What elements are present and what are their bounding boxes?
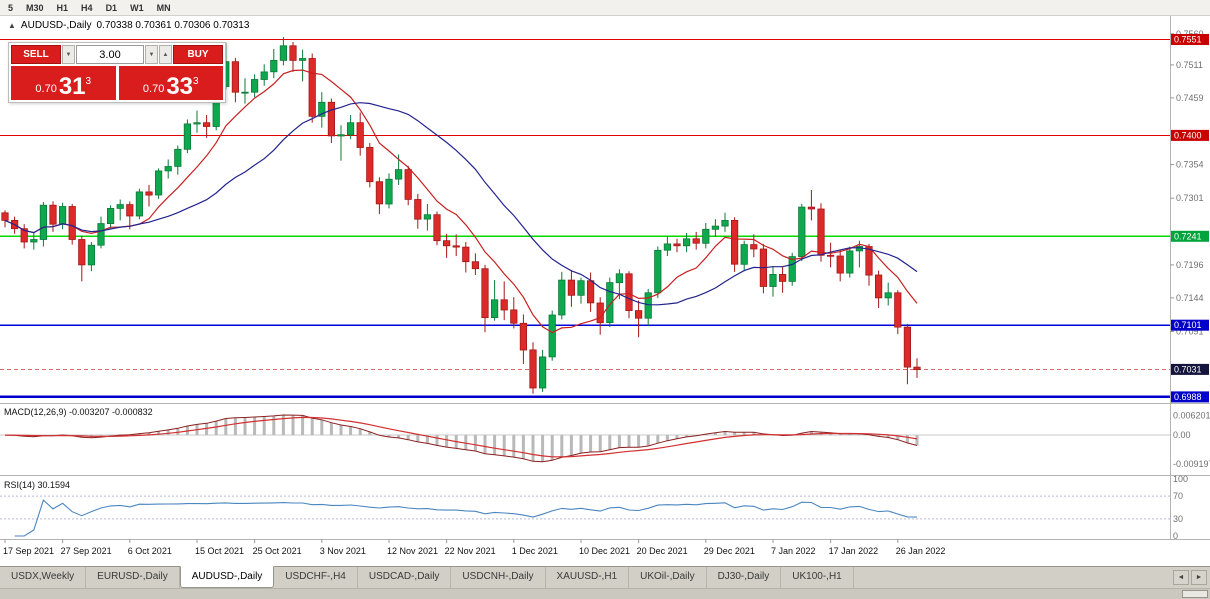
tab-usdx-weekly[interactable]: USDX,Weekly: [0, 567, 87, 588]
timeframe-mn[interactable]: MN: [152, 2, 176, 14]
svg-text:0.7560: 0.7560: [1176, 29, 1204, 39]
macd-signal-line: [4, 416, 918, 458]
tab-ukoil-daily[interactable]: UKOil-,Daily: [629, 567, 707, 588]
buy-price-button[interactable]: 0.70 33 3: [118, 66, 223, 100]
svg-text:0.006201: 0.006201: [1173, 411, 1210, 421]
volume-increase-button[interactable]: ▲: [159, 45, 172, 64]
price-axis: 0.7560 0.7511 0.7459 0.7354 0.7301 0.7196 0.71…: [1170, 29, 1209, 403]
price-chart-svg: 0.7560 0.7511 0.7459 0.7354 0.7301 0.7196 0.71…: [0, 16, 1210, 556]
tab-scroll-controls: ◄ ►: [1173, 570, 1207, 585]
svg-text:3 Nov 2021: 3 Nov 2021: [320, 546, 366, 556]
svg-text:0.00: 0.00: [1173, 430, 1191, 440]
svg-text:0.7144: 0.7144: [1176, 293, 1204, 303]
sell-price-sup: 3: [85, 76, 92, 87]
tab-usdcad-daily[interactable]: USDCAD-,Daily: [357, 567, 452, 588]
buy-button[interactable]: BUY: [173, 45, 223, 64]
svg-text:17 Sep 2021: 17 Sep 2021: [3, 546, 54, 556]
date-axis: 17 Sep 2021 27 Sep 2021 6 Oct 2021 15 Oct 2…: [3, 539, 945, 556]
buy-price-prefix: 0.70: [142, 83, 165, 95]
svg-text:1 Dec 2021: 1 Dec 2021: [512, 546, 558, 556]
svg-text:22 Nov 2021: 22 Nov 2021: [445, 546, 496, 556]
tab-uk100-h1[interactable]: UK100-,H1: [781, 567, 854, 588]
svg-text:100: 100: [1173, 474, 1188, 484]
svg-text:30: 30: [1173, 514, 1183, 524]
svg-text:0.6988: 0.6988: [1174, 392, 1202, 402]
chart-symbol-label: AUDUSD-,Daily: [20, 20, 92, 31]
svg-text:0.7031: 0.7031: [1174, 364, 1202, 374]
level-lines: [0, 38, 1170, 399]
svg-text:0.7459: 0.7459: [1176, 93, 1204, 103]
svg-text:0.7551: 0.7551: [1174, 35, 1202, 45]
tab-usdchf-h4[interactable]: USDCHF-,H4: [274, 567, 358, 588]
svg-text:0: 0: [1173, 531, 1178, 541]
svg-text:0.7511: 0.7511: [1176, 60, 1203, 70]
svg-text:0.7400: 0.7400: [1174, 130, 1202, 140]
svg-text:26 Jan 2022: 26 Jan 2022: [896, 546, 946, 556]
svg-text:10 Dec 2021: 10 Dec 2021: [579, 546, 630, 556]
rsi-line: [14, 499, 918, 537]
macd-histogram: [13, 415, 919, 462]
timeframe-m30[interactable]: M30: [21, 2, 49, 14]
tab-dj30-daily[interactable]: DJ30-,Daily: [706, 567, 782, 588]
svg-text:7 Jan 2022: 7 Jan 2022: [771, 546, 816, 556]
ma-fast-line: [4, 69, 918, 334]
sell-price-prefix: 0.70: [35, 83, 57, 95]
tab-audusd-daily[interactable]: AUDUSD-,Daily: [179, 566, 275, 588]
tab-scroll-left-button[interactable]: ◄: [1173, 570, 1189, 585]
sell-price-main: 31: [58, 73, 86, 100]
timeframe-h1[interactable]: H1: [52, 2, 74, 14]
svg-text:0.7241: 0.7241: [1174, 231, 1202, 241]
tab-scroll-right-icon: ►: [1195, 574, 1203, 581]
timeframe-w1[interactable]: W1: [125, 2, 149, 14]
svg-text:27 Sep 2021: 27 Sep 2021: [61, 546, 112, 556]
horizontal-scrollbar: [0, 588, 1210, 599]
macd-line: [4, 414, 918, 463]
svg-text:20 Dec 2021: 20 Dec 2021: [637, 546, 688, 556]
svg-text:17 Jan 2022: 17 Jan 2022: [829, 546, 879, 556]
scrollbar-thumb[interactable]: [1182, 590, 1208, 598]
tab-scroll-left-icon: ◄: [1177, 574, 1185, 581]
svg-text:70: 70: [1173, 491, 1183, 501]
volume-input[interactable]: [76, 45, 144, 64]
one-click-trading-panel: SELL ▼ ▼ ▲ BUY 0.70 31 3 0.70 33 3: [8, 42, 226, 103]
chart-title: ▲ AUDUSD-,Daily 0.70338 0.70361 0.70306 …: [8, 20, 249, 31]
svg-text:0.7301: 0.7301: [1176, 193, 1204, 203]
rsi-indicator-label: RSI(14) 30.1594: [4, 480, 71, 490]
chart-area: 0.7560 0.7511 0.7459 0.7354 0.7301 0.7196 0.71…: [0, 16, 1210, 566]
tab-usdcnh-daily[interactable]: USDCNH-,Daily: [451, 567, 546, 588]
svg-text:29 Dec 2021: 29 Dec 2021: [704, 546, 755, 556]
timeframe-5[interactable]: 5: [3, 2, 18, 14]
svg-text:25 Oct 2021: 25 Oct 2021: [253, 546, 302, 556]
tab-eurusd-daily[interactable]: EURUSD-,Daily: [86, 567, 180, 588]
svg-text:0.7101: 0.7101: [1174, 320, 1202, 330]
svg-text:0.7196: 0.7196: [1176, 260, 1204, 270]
macd-indicator-label: MACD(12,26,9) -0.003207 -0.000832: [4, 407, 153, 417]
ohlc-readout: 0.70338 0.70361 0.70306 0.70313: [96, 20, 250, 31]
pane-separators: [0, 16, 1210, 540]
order-options-dropdown[interactable]: ▼: [62, 45, 75, 64]
buy-price-main: 33: [166, 73, 194, 100]
buy-price-sup: 3: [193, 76, 199, 87]
chart-tabs: USDX,Weekly EURUSD-,Daily AUDUSD-,Daily USD…: [0, 566, 1210, 588]
sell-price-button[interactable]: 0.70 31 3: [11, 66, 116, 100]
chevron-down-icon: ▼: [65, 51, 72, 58]
svg-text:0.7354: 0.7354: [1176, 160, 1204, 170]
ma-slow-line: [4, 102, 918, 306]
sell-button[interactable]: SELL: [11, 45, 61, 64]
candles-layer: [1, 37, 921, 394]
svg-text:6 Oct 2021: 6 Oct 2021: [128, 546, 172, 556]
timeframe-d1[interactable]: D1: [101, 2, 123, 14]
svg-text:-0.009197: -0.009197: [1173, 459, 1210, 469]
svg-text:15 Oct 2021: 15 Oct 2021: [195, 546, 244, 556]
tab-xauusd-h1[interactable]: XAUUSD-,H1: [545, 567, 630, 588]
svg-text:0.7091: 0.7091: [1176, 327, 1204, 337]
timeframe-toolbar: 5 M30 H1 H4 D1 W1 MN: [0, 0, 1210, 16]
volume-decrease-button[interactable]: ▼: [145, 45, 158, 64]
tab-scroll-right-button[interactable]: ►: [1191, 570, 1207, 585]
timeframe-h4[interactable]: H4: [76, 2, 98, 14]
svg-text:12 Nov 2021: 12 Nov 2021: [387, 546, 438, 556]
one-click-collapse-icon[interactable]: ▲: [8, 21, 16, 30]
